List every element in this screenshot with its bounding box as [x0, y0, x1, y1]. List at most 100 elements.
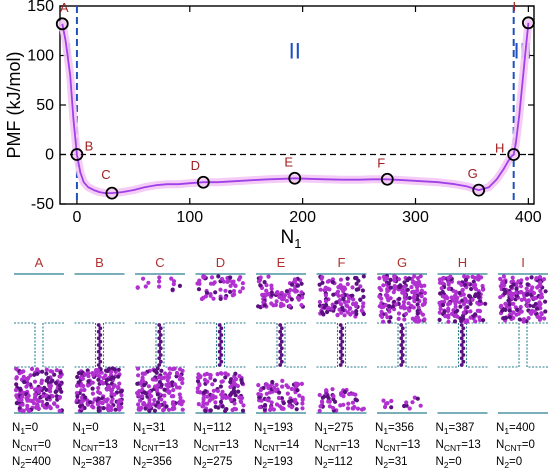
molecule-upper	[526, 316, 531, 321]
molecule-lower	[211, 388, 216, 393]
molecule-upper	[443, 314, 448, 319]
molecule-lower	[257, 405, 262, 410]
composition-subscript: CNT	[383, 443, 400, 453]
molecule-upper	[502, 287, 507, 292]
molecule-channel	[96, 329, 101, 334]
composition-cnt: NCNT=13	[133, 439, 178, 453]
molecule-upper	[346, 295, 352, 301]
composition-value: 193	[274, 456, 293, 468]
molecule-lower	[116, 367, 121, 372]
molecule-channel	[340, 333, 345, 337]
molecule-channel	[338, 329, 343, 334]
snapshot-label: C	[155, 255, 164, 270]
composition-subscript: 2	[20, 460, 25, 470]
molecule-upper	[535, 314, 541, 319]
molecule-lower	[13, 388, 19, 393]
molecule-lower	[170, 407, 175, 412]
composition-equals: =	[280, 439, 287, 451]
composition-symbol: N	[12, 456, 20, 468]
molecule-upper	[262, 303, 267, 308]
molecule-lower	[415, 396, 420, 401]
molecule-channel	[461, 326, 466, 331]
molecule-lower	[233, 371, 238, 376]
molecule-channel	[399, 343, 404, 347]
molecule-lower	[208, 372, 213, 378]
composition-value: 13	[226, 439, 239, 451]
composition-value: 193	[274, 422, 293, 434]
molecule-lower	[223, 407, 229, 412]
composition-value: 13	[166, 439, 179, 451]
molecule-upper	[453, 310, 458, 315]
molecule-lower	[215, 372, 220, 377]
molecule-channel	[217, 343, 222, 347]
molecule-upper	[169, 276, 174, 281]
composition-value: 0	[32, 422, 38, 434]
molecule-upper	[478, 298, 483, 304]
molecule-lower	[271, 385, 277, 390]
membrane-left	[437, 322, 460, 368]
molecule-upper	[462, 274, 467, 279]
molecule-upper	[197, 281, 202, 286]
molecule-upper	[422, 290, 427, 296]
molecule-upper	[240, 286, 245, 291]
membrane-left	[316, 322, 339, 368]
molecule-lower	[293, 397, 298, 402]
molecule-lower	[101, 406, 106, 411]
molecule-upper	[461, 316, 466, 321]
molecule-lower	[142, 390, 147, 395]
molecule-upper	[539, 312, 544, 317]
molecule-lower	[79, 400, 84, 405]
composition-cnt: NCNT=14	[254, 439, 300, 453]
molecule-upper	[256, 279, 261, 284]
molecule-upper	[196, 287, 202, 292]
molecule-lower	[39, 378, 45, 383]
composition-symbol: N	[375, 456, 383, 468]
composition-equals: =	[207, 422, 214, 434]
molecule-lower	[49, 379, 55, 384]
molecule-lower	[58, 374, 63, 379]
molecule-lower	[218, 399, 224, 404]
molecule-channel	[278, 363, 283, 367]
molecule-lower	[109, 404, 114, 409]
molecule-upper	[507, 315, 512, 320]
molecule-lower	[264, 391, 269, 396]
molecule-lower	[44, 387, 49, 392]
molecule-upper	[458, 304, 463, 309]
state-label: H	[495, 141, 504, 156]
molecule-channel	[158, 346, 163, 351]
molecule-lower	[326, 399, 331, 404]
molecule-lower	[350, 400, 355, 405]
molecule-lower	[45, 401, 50, 406]
molecule-lower	[109, 388, 114, 393]
molecule-lower	[295, 388, 300, 393]
molecule-lower	[32, 379, 38, 384]
molecule-lower	[90, 391, 95, 396]
molecule-upper	[481, 318, 486, 323]
molecule-lower	[220, 404, 225, 409]
composition-symbol: N	[194, 422, 202, 434]
molecule-lower	[117, 407, 122, 412]
molecule-lower	[159, 397, 164, 402]
molecule-channel	[98, 346, 103, 351]
composition-cnt: NCNT=13	[436, 439, 481, 453]
composition-symbol: N	[254, 422, 262, 434]
composition-equals: =	[25, 422, 32, 434]
molecule-channel	[158, 326, 163, 331]
molecule-lower	[48, 383, 54, 388]
molecule-upper	[350, 285, 355, 290]
molecule-lower	[228, 379, 233, 385]
molecule-channel	[96, 336, 101, 341]
composition-symbol: N	[73, 456, 81, 468]
composition-subscript: 2	[202, 460, 207, 470]
molecule-upper	[342, 313, 347, 318]
composition-subscript: 1	[383, 426, 388, 436]
molecule-lower	[99, 379, 104, 384]
molecule-upper	[361, 311, 366, 317]
molecule-channel	[340, 346, 345, 351]
composition-equals: =	[388, 422, 395, 434]
molecule-lower	[136, 402, 141, 407]
molecule-lower	[53, 380, 59, 385]
molecule-upper	[340, 293, 345, 298]
molecule-lower	[101, 375, 106, 381]
molecule-lower	[156, 375, 162, 380]
